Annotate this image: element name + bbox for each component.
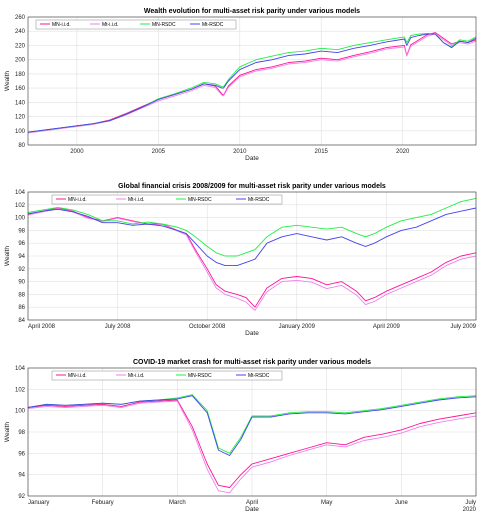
series-line-mn-i-i-d-	[27, 399, 477, 488]
y-axis-label: Wealth	[4, 246, 11, 266]
y-tick-label: 94	[18, 473, 25, 479]
y-tick-label: 92	[18, 494, 25, 500]
legend-box	[51, 370, 283, 381]
y-tick-label: 100	[15, 216, 26, 222]
chart-title: COVID-19 market crash for multi-asset ri…	[133, 359, 371, 366]
legend-label: MN-i.i.d.	[68, 197, 87, 203]
chart-1: Wealth evolution for multi-asset risk pa…	[4, 8, 477, 162]
plot-border	[27, 367, 477, 497]
series-line-mn-i-i-d-	[27, 32, 477, 133]
y-tick-label: 104	[15, 190, 26, 196]
y-axis-label: Wealth	[4, 422, 11, 442]
y-tick-label: 120	[15, 115, 26, 121]
x-tick-label: April	[246, 500, 258, 506]
y-tick-label: 100	[15, 409, 26, 415]
legend-label: Mt-RSDC	[248, 373, 270, 379]
y-tick-label: 260	[15, 15, 26, 21]
y-tick-label: 94	[18, 254, 25, 260]
series-line-mn-rsdc	[27, 197, 477, 257]
y-tick-label: 102	[15, 203, 26, 209]
legend-label: Mt-i.i.d.	[102, 22, 118, 28]
x-tick-label: June	[395, 500, 409, 506]
y-tick-label: 96	[18, 451, 25, 457]
y-tick-label: 96	[18, 241, 25, 247]
legend-box	[51, 194, 283, 205]
x-tick-label: July 2009	[450, 324, 476, 330]
y-tick-label: 240	[15, 29, 26, 35]
x-tick-label: October 2008	[189, 324, 226, 330]
y-tick-label: 220	[15, 43, 26, 49]
x-tick-label: April 2009	[373, 324, 401, 330]
x-tick-label: January 2009	[279, 324, 316, 330]
chart-title: Wealth evolution for multi-asset risk pa…	[144, 8, 360, 15]
legend-label: MN-i.i.d.	[68, 373, 87, 379]
y-tick-label: 160	[15, 86, 26, 92]
x-tick-label: July 2008	[105, 324, 131, 330]
y-axis-label: Wealth	[4, 71, 11, 91]
legend-label: MN-RSDC	[188, 373, 212, 379]
y-tick-label: 92	[18, 267, 25, 273]
x-axis-label: Date	[245, 155, 259, 162]
series-line-mt-i-i-d-	[27, 400, 477, 494]
legend-label: Mt-i.i.d.	[128, 373, 144, 379]
legend-label: Mt-RSDC	[248, 197, 270, 203]
y-tick-label: 140	[15, 100, 26, 106]
legend-box	[35, 19, 237, 30]
series-line-mt-i-i-d-	[27, 208, 477, 311]
series-line-mt-rsdc	[27, 207, 477, 267]
series-line-mt-i-i-d-	[27, 33, 477, 134]
y-tick-label: 88	[18, 292, 25, 298]
y-tick-label: 98	[18, 228, 25, 234]
series-line-mn-i-i-d-	[27, 207, 477, 308]
legend-label: Mt-RSDC	[202, 22, 224, 28]
legend-label: Mt-i.i.d.	[128, 197, 144, 203]
x-tick-label: 2005	[152, 149, 166, 155]
legend: MN-i.i.d. Mt-i.i.d. MN-RSDC Mt-RSDC	[51, 370, 283, 381]
legend: MN-i.i.d. Mt-i.i.d. MN-RSDC Mt-RSDC	[51, 194, 283, 205]
x-tick-label: 2015	[315, 149, 329, 155]
y-tick-label: 180	[15, 72, 26, 78]
x-tick-label: 2010	[233, 149, 247, 155]
plot-border	[27, 16, 477, 146]
x-tick-label: July	[465, 500, 476, 506]
y-tick-label: 200	[15, 58, 26, 64]
series-line-mt-rsdc	[27, 33, 477, 133]
x-tick-label: 2000	[70, 149, 84, 155]
legend-label: MN-i.i.d.	[52, 22, 71, 28]
chart-title: Global financial crisis 2008/2009 for mu…	[118, 183, 386, 190]
chart-2: Global financial crisis 2008/2009 for mu…	[4, 183, 477, 337]
series-line-mt-rsdc	[27, 395, 477, 456]
y-tick-label: 98	[18, 430, 25, 436]
x-tick-label: Febuary	[92, 500, 114, 506]
y-tick-label: 84	[18, 318, 25, 324]
x-tick-label: March	[169, 500, 186, 506]
y-tick-label: 80	[18, 143, 25, 149]
legend: MN-i.i.d. Mt-i.i.d. MN-RSDC Mt-RSDC	[35, 19, 237, 30]
x-tick-label: April 2008	[28, 324, 56, 330]
y-tick-label: 104	[15, 366, 26, 372]
x-tick-label: May	[321, 500, 332, 506]
chart-3: COVID-19 market crash for multi-asset ri…	[4, 359, 477, 513]
plot-border	[27, 191, 477, 321]
x-tick-label: 2020	[396, 149, 410, 155]
y-tick-label: 86	[18, 305, 25, 311]
x-axis-label: Date	[245, 330, 259, 337]
year-label: 2020	[463, 507, 477, 513]
legend-label: MN-RSDC	[152, 22, 176, 28]
legend-label: MN-RSDC	[188, 197, 212, 203]
plot-area	[28, 17, 476, 145]
y-tick-label: 90	[18, 280, 25, 286]
x-tick-label: January	[28, 500, 49, 506]
x-axis-label: Date	[245, 506, 259, 513]
y-tick-label: 100	[15, 129, 26, 135]
y-tick-label: 102	[15, 387, 26, 393]
